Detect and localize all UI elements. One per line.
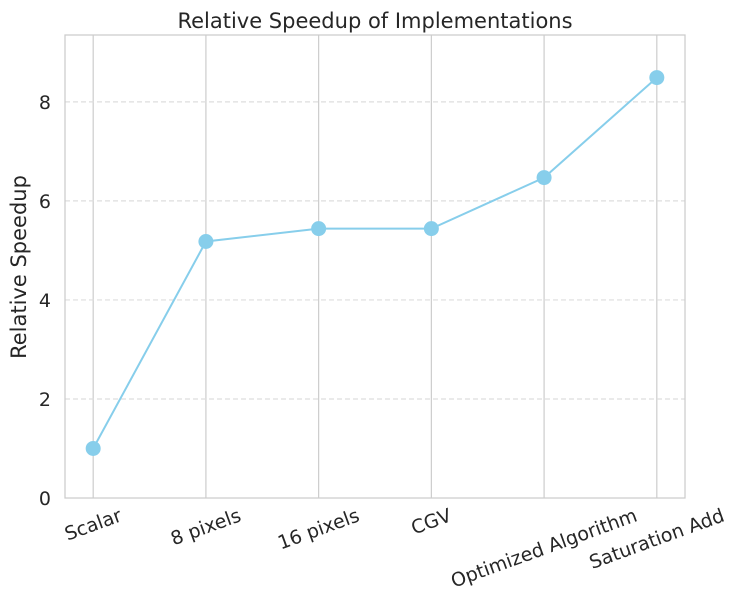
y-tick-labels: 0 2 4 6 8 <box>39 92 51 510</box>
x-tick-label: Scalar <box>62 505 125 546</box>
y-tick-label: 0 <box>39 488 51 510</box>
y-tick-label: 8 <box>39 92 51 114</box>
data-point <box>198 233 214 249</box>
x-tick-label: CGV <box>408 505 454 540</box>
series-relative-speedup <box>85 70 665 456</box>
grid <box>65 35 685 498</box>
series-line <box>92 76 658 449</box>
y-tick-label: 6 <box>39 191 51 213</box>
x-tick-label: 8 pixels <box>168 505 244 551</box>
chart-title: Relative Speedup of Implementations <box>177 9 572 33</box>
y-tick-label: 4 <box>39 290 51 312</box>
y-axis-label: Relative Speedup <box>7 175 31 359</box>
data-point <box>85 440 101 456</box>
data-point <box>536 170 552 186</box>
data-point <box>423 221 439 237</box>
plot-frame <box>64 34 686 499</box>
data-point <box>311 221 327 237</box>
y-tick-label: 2 <box>39 389 51 411</box>
x-tick-label: 16 pixels <box>275 505 362 555</box>
data-point <box>649 70 665 86</box>
